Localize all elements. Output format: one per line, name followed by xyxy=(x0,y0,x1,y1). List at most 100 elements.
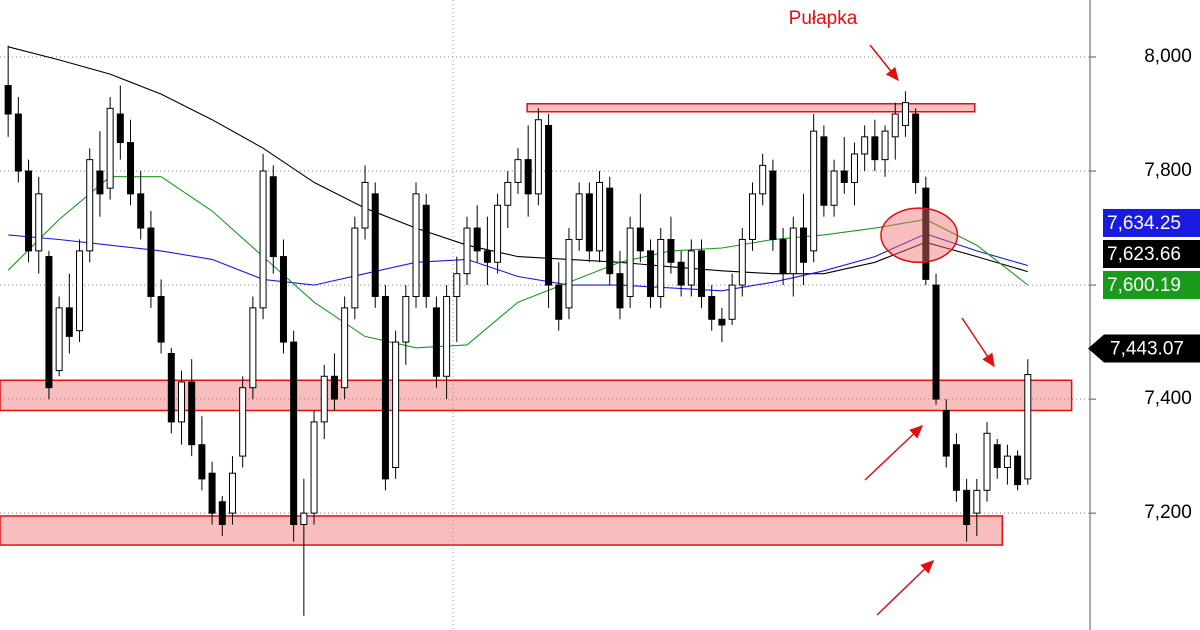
candle-body xyxy=(993,444,1001,469)
candle-body xyxy=(228,472,236,514)
candle-body xyxy=(626,227,634,297)
candle-body xyxy=(922,187,930,280)
candle-body xyxy=(636,227,644,252)
candle-body xyxy=(789,227,797,275)
candle-body xyxy=(290,341,298,526)
candle-body xyxy=(667,238,675,263)
candle-body xyxy=(963,489,971,526)
zone xyxy=(0,379,1073,412)
candle-body xyxy=(585,193,593,252)
price-tag-label: 7,600.19 xyxy=(1107,275,1181,296)
price-tag-label: 7,634.25 xyxy=(1107,213,1181,234)
candle-body xyxy=(677,261,685,286)
candle-body xyxy=(718,318,726,326)
candle-body xyxy=(840,170,848,183)
candle-body xyxy=(524,159,532,195)
candle-body xyxy=(25,170,33,252)
price-tag-label: 7,623.66 xyxy=(1107,244,1181,265)
price-tag xyxy=(1103,239,1200,268)
candle-body xyxy=(575,193,583,240)
candle-body xyxy=(779,238,787,275)
candle-body xyxy=(55,307,63,372)
candle-body xyxy=(494,204,502,263)
candle-body xyxy=(545,124,553,286)
y-tick-label: 7,400 xyxy=(1144,388,1192,409)
candle-body xyxy=(1024,374,1032,480)
candle-body xyxy=(810,130,818,252)
candle-body xyxy=(942,409,950,457)
candle-body xyxy=(473,227,481,252)
candle-body xyxy=(116,113,124,144)
price-tag xyxy=(1103,208,1200,237)
candle-body xyxy=(341,307,349,389)
candle-body xyxy=(381,295,389,480)
candle-body xyxy=(45,256,53,389)
price-tag xyxy=(1103,270,1200,299)
candle-body xyxy=(1003,455,1011,469)
candle-body xyxy=(412,193,420,297)
candle-body xyxy=(137,193,145,229)
highlight-ellipse xyxy=(880,207,959,264)
candle-body xyxy=(443,295,451,377)
candle-body xyxy=(973,489,981,514)
candle-body xyxy=(657,238,665,297)
candle-body xyxy=(830,170,838,206)
candle-body xyxy=(330,375,338,400)
candle-body xyxy=(361,181,369,229)
moving-average-line xyxy=(7,176,1029,349)
candle-body xyxy=(799,227,807,263)
arrow xyxy=(869,44,899,82)
candle-body xyxy=(402,295,410,343)
candle-body xyxy=(463,227,471,275)
candle-body xyxy=(4,85,12,115)
candle-body xyxy=(881,130,889,161)
candle-body xyxy=(208,472,216,514)
candle-body xyxy=(279,256,287,343)
arrow xyxy=(876,559,935,616)
candle-body xyxy=(647,250,655,297)
candle-body xyxy=(504,181,512,206)
candle-body xyxy=(952,444,960,491)
candle-body xyxy=(106,107,114,189)
candle-body xyxy=(748,193,756,240)
zone xyxy=(0,515,1004,546)
candle-body xyxy=(483,250,491,263)
candle-body xyxy=(932,284,940,400)
candle-body xyxy=(514,159,522,183)
moving-average-line xyxy=(8,233,1028,292)
candle-body xyxy=(249,307,257,389)
last-price-label: 7,443.07 xyxy=(1110,339,1184,360)
candle-body xyxy=(147,227,155,297)
candle-body xyxy=(351,227,359,309)
candle-body xyxy=(188,381,196,446)
candle-body xyxy=(850,153,858,183)
candle-body xyxy=(310,421,318,514)
candle-body xyxy=(198,444,206,480)
candle-body xyxy=(698,250,706,297)
candle-body xyxy=(616,273,624,309)
candle-body xyxy=(606,187,614,275)
y-tick-label: 7,800 xyxy=(1144,160,1192,181)
candle-body xyxy=(96,170,104,195)
candle-body xyxy=(76,250,84,332)
candle-body xyxy=(65,307,73,337)
candle-body xyxy=(596,181,604,252)
candle-body xyxy=(453,273,461,297)
arrow xyxy=(864,424,924,481)
candle-body xyxy=(86,159,94,252)
candle-body xyxy=(901,102,909,126)
candle-body xyxy=(738,238,746,286)
arrows xyxy=(864,44,995,616)
candle-body xyxy=(259,170,267,309)
candle-body xyxy=(35,193,43,252)
y-tick-label: 7,200 xyxy=(1144,502,1192,523)
candle-body xyxy=(861,136,869,155)
candle-body xyxy=(422,204,430,297)
candle-body xyxy=(269,176,277,258)
candle-body xyxy=(891,113,899,138)
candle-body xyxy=(157,295,165,343)
zone xyxy=(526,103,976,113)
candle-body xyxy=(565,238,573,309)
